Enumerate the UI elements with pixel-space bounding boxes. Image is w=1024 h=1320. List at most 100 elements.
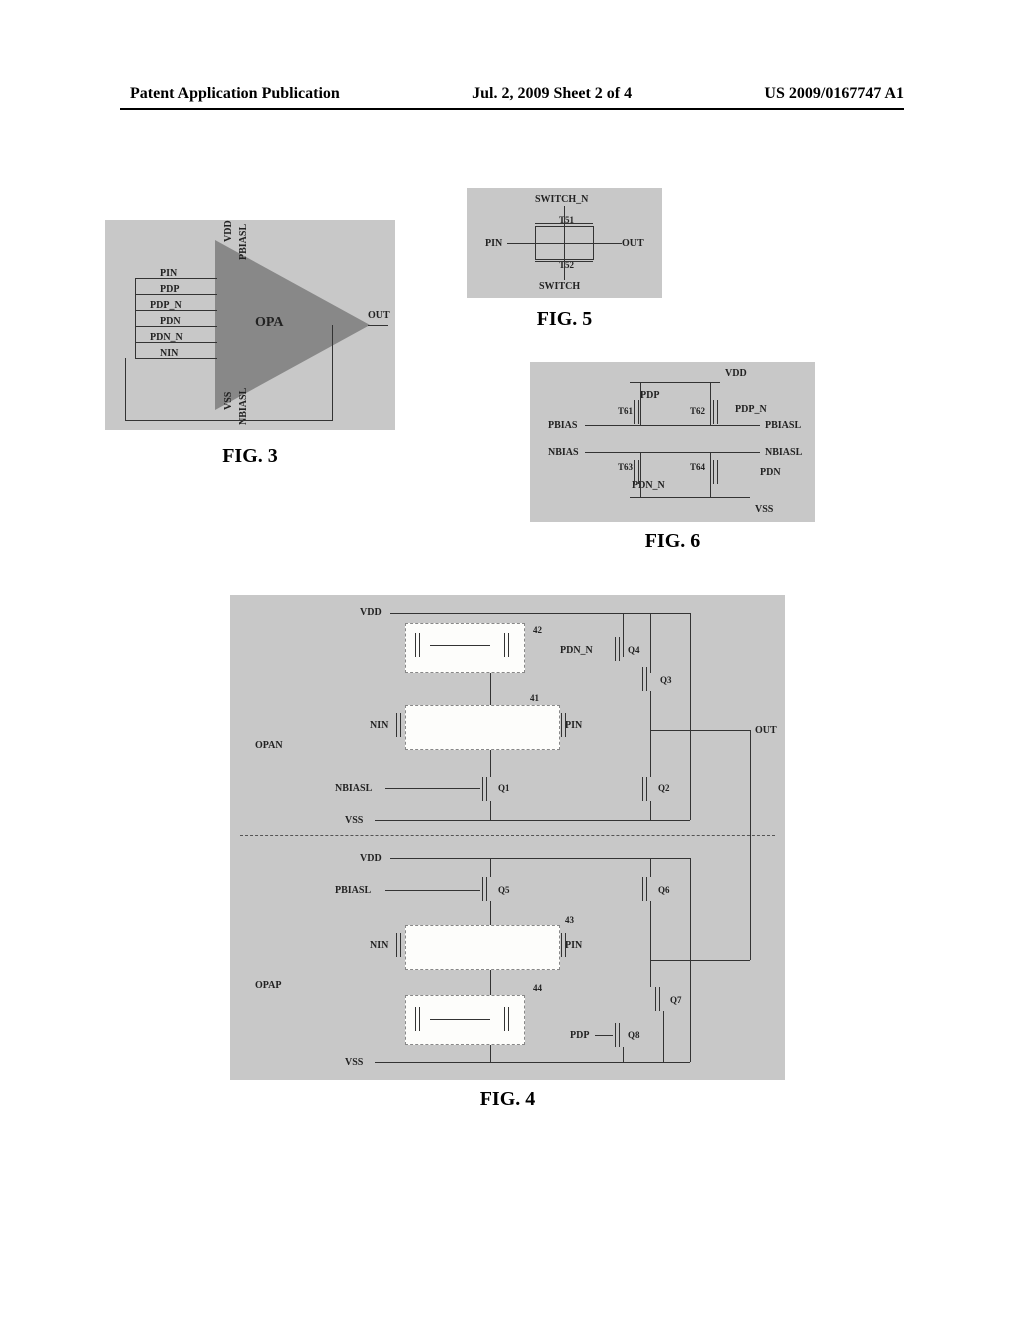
fig3-line <box>135 278 136 358</box>
fig4-q6: Q6 <box>658 885 670 895</box>
fig4-q5: Q5 <box>498 885 510 895</box>
fig5-out: OUT <box>622 238 644 249</box>
fig4-line <box>690 613 691 820</box>
fig4-line <box>490 901 491 925</box>
fig4-line <box>390 858 690 859</box>
header-left: Patent Application Publication <box>130 85 340 103</box>
opa-label: OPA <box>255 315 284 331</box>
fig5-switch: SWITCH <box>539 281 580 292</box>
fig6-t62: T62 <box>690 406 705 416</box>
fig4-out: OUT <box>755 725 777 736</box>
header-right: US 2009/0167747 A1 <box>764 85 904 103</box>
opamp-triangle <box>215 240 370 410</box>
fig4-line <box>490 970 491 995</box>
fig4-line <box>490 673 491 705</box>
fig4-line <box>430 645 490 646</box>
fig4-line <box>595 1035 613 1036</box>
fig3-line <box>135 278 217 279</box>
fig4-line <box>490 858 491 877</box>
fig6-mos <box>704 460 718 484</box>
fig3-fb <box>332 325 333 420</box>
fig4-q1: Q1 <box>498 783 510 793</box>
fig4-line <box>650 901 651 987</box>
fig3-out: OUT <box>368 310 390 321</box>
fig6-line <box>585 425 760 426</box>
fig4-line <box>623 1047 624 1062</box>
fig4-mos <box>415 633 429 657</box>
fig4-line <box>375 1062 690 1063</box>
fig5-mos-top-gate <box>535 226 593 227</box>
fig4-43: 43 <box>565 915 574 925</box>
fig5-line <box>535 243 536 260</box>
fig4-line <box>650 730 750 731</box>
fig4-vdd-bot: VDD <box>360 853 382 864</box>
fig6-pbias: PBIAS <box>548 420 577 431</box>
fig4-vss-bot: VSS <box>345 1057 363 1068</box>
fig6-pdn: PDN <box>760 467 781 478</box>
fig4-line <box>650 801 651 820</box>
fig6-t63: T63 <box>618 462 633 472</box>
fig6-nbias: NBIAS <box>548 447 579 458</box>
fig5-line <box>593 243 594 260</box>
fig4-pin-top: PIN <box>565 720 582 731</box>
fig4-line <box>750 730 751 960</box>
fig4-line <box>385 890 480 891</box>
fig4-divider <box>240 835 775 836</box>
fig6-line <box>585 452 760 453</box>
fig3-line <box>135 294 217 295</box>
fig4-line <box>650 613 651 673</box>
fig4-vdd-top: VDD <box>360 607 382 618</box>
fig4-vss-top: VSS <box>345 815 363 826</box>
fig3-fb <box>125 420 333 421</box>
fig4-nin-bot: NIN <box>370 940 388 951</box>
fig4-mos <box>642 777 656 801</box>
fig5-line <box>564 206 565 280</box>
fig4-41: 41 <box>530 693 539 703</box>
fig4-mos <box>482 877 496 901</box>
fig3-pbiasl: PBIASL <box>238 224 249 260</box>
fig4-line <box>490 1045 491 1062</box>
figure-3-diagram: OPA PIN PDP PDP_N PDN PDN_N NIN VDD PBIA… <box>105 220 395 430</box>
fig4-line <box>385 788 480 789</box>
fig6-t61: T61 <box>618 406 633 416</box>
figure-5-diagram: SWITCH_N SWITCH PIN OUT T51 T52 <box>467 188 662 298</box>
fig3-out-line <box>368 325 388 326</box>
fig4-pdp: PDP <box>570 1030 589 1041</box>
fig4-line <box>663 1011 664 1062</box>
fig4-mos <box>552 713 566 737</box>
fig4-opan: OPAN <box>255 740 283 751</box>
fig4-pin-bot: PIN <box>565 940 582 951</box>
fig6-pdpn: PDP_N <box>735 404 767 415</box>
fig6-mos <box>634 460 648 484</box>
fig3-line <box>135 342 217 343</box>
fig3-line <box>135 358 217 359</box>
fig4-q7: Q7 <box>670 995 682 1005</box>
fig6-line <box>630 497 750 498</box>
fig6-vss: VSS <box>755 504 773 515</box>
figure-4-diagram: OPAN VDD VSS PDN_N Q4 Q3 OUT 42 41 NIN P… <box>230 595 785 1080</box>
fig3-line <box>135 326 217 327</box>
fig6-pbiasl: PBIASL <box>765 420 801 431</box>
fig6-t64: T64 <box>690 462 705 472</box>
fig4-mos <box>396 933 410 957</box>
fig4-line <box>650 691 651 777</box>
fig4-mos <box>396 713 410 737</box>
fig4-mos <box>642 667 656 691</box>
fig3-vss: VSS <box>223 392 234 410</box>
fig4-q2: Q2 <box>658 783 670 793</box>
fig4-pdnn: PDN_N <box>560 645 593 656</box>
fig4-line <box>430 1019 490 1020</box>
fig4-line <box>650 960 750 961</box>
fig4-mos <box>655 987 669 1011</box>
fig4-line <box>490 801 491 820</box>
fig4-mos <box>495 633 509 657</box>
fig4-line <box>375 820 690 821</box>
fig4-mos <box>642 877 656 901</box>
page-header: Patent Application Publication Jul. 2, 2… <box>0 85 1024 103</box>
fig5-mos-bot-gate <box>535 259 593 260</box>
fig4-nin-top: NIN <box>370 720 388 731</box>
fig3-vdd: VDD <box>223 220 234 242</box>
fig4-pbiasl: PBIASL <box>335 885 371 896</box>
fig4-line <box>650 858 651 877</box>
fig4-box-43 <box>405 925 560 970</box>
